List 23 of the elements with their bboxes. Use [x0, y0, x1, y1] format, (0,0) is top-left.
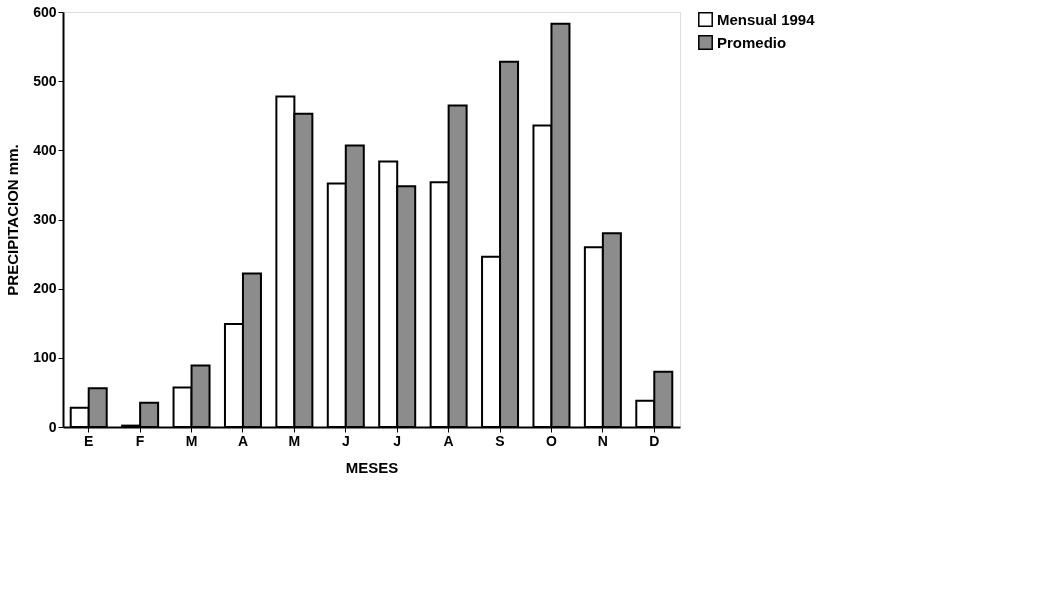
y-axis-title: PRECIPITACION mm.: [4, 144, 22, 296]
y-tick-label: 600: [33, 3, 57, 20]
x-tick-label: J: [341, 432, 350, 449]
x-tick-label: A: [237, 432, 249, 449]
x-axis-title: MESES: [345, 458, 399, 476]
legend-label: Mensual 1994: [717, 10, 816, 28]
y-tick-label: 400: [33, 141, 57, 158]
x-tick-label: O: [546, 432, 558, 449]
y-tick-label: 500: [33, 72, 57, 89]
x-tick-label: F: [135, 432, 145, 449]
x-tick-label: M: [288, 432, 301, 449]
y-tick-label: 300: [33, 211, 57, 227]
y-tick-label: 100: [33, 349, 57, 366]
x-tick-label: S: [495, 432, 505, 449]
x-tick-label: M: [185, 432, 198, 449]
legend-label: Promedio: [717, 33, 787, 51]
x-tick-label: N: [597, 432, 608, 449]
x-tick-label: A: [443, 432, 454, 449]
x-tick-label: J: [393, 432, 402, 449]
x-tick-label: E: [84, 432, 94, 449]
y-tick-label: 200: [33, 280, 57, 297]
y-tick-label: 0: [48, 418, 57, 435]
x-tick-label: D: [649, 432, 660, 449]
